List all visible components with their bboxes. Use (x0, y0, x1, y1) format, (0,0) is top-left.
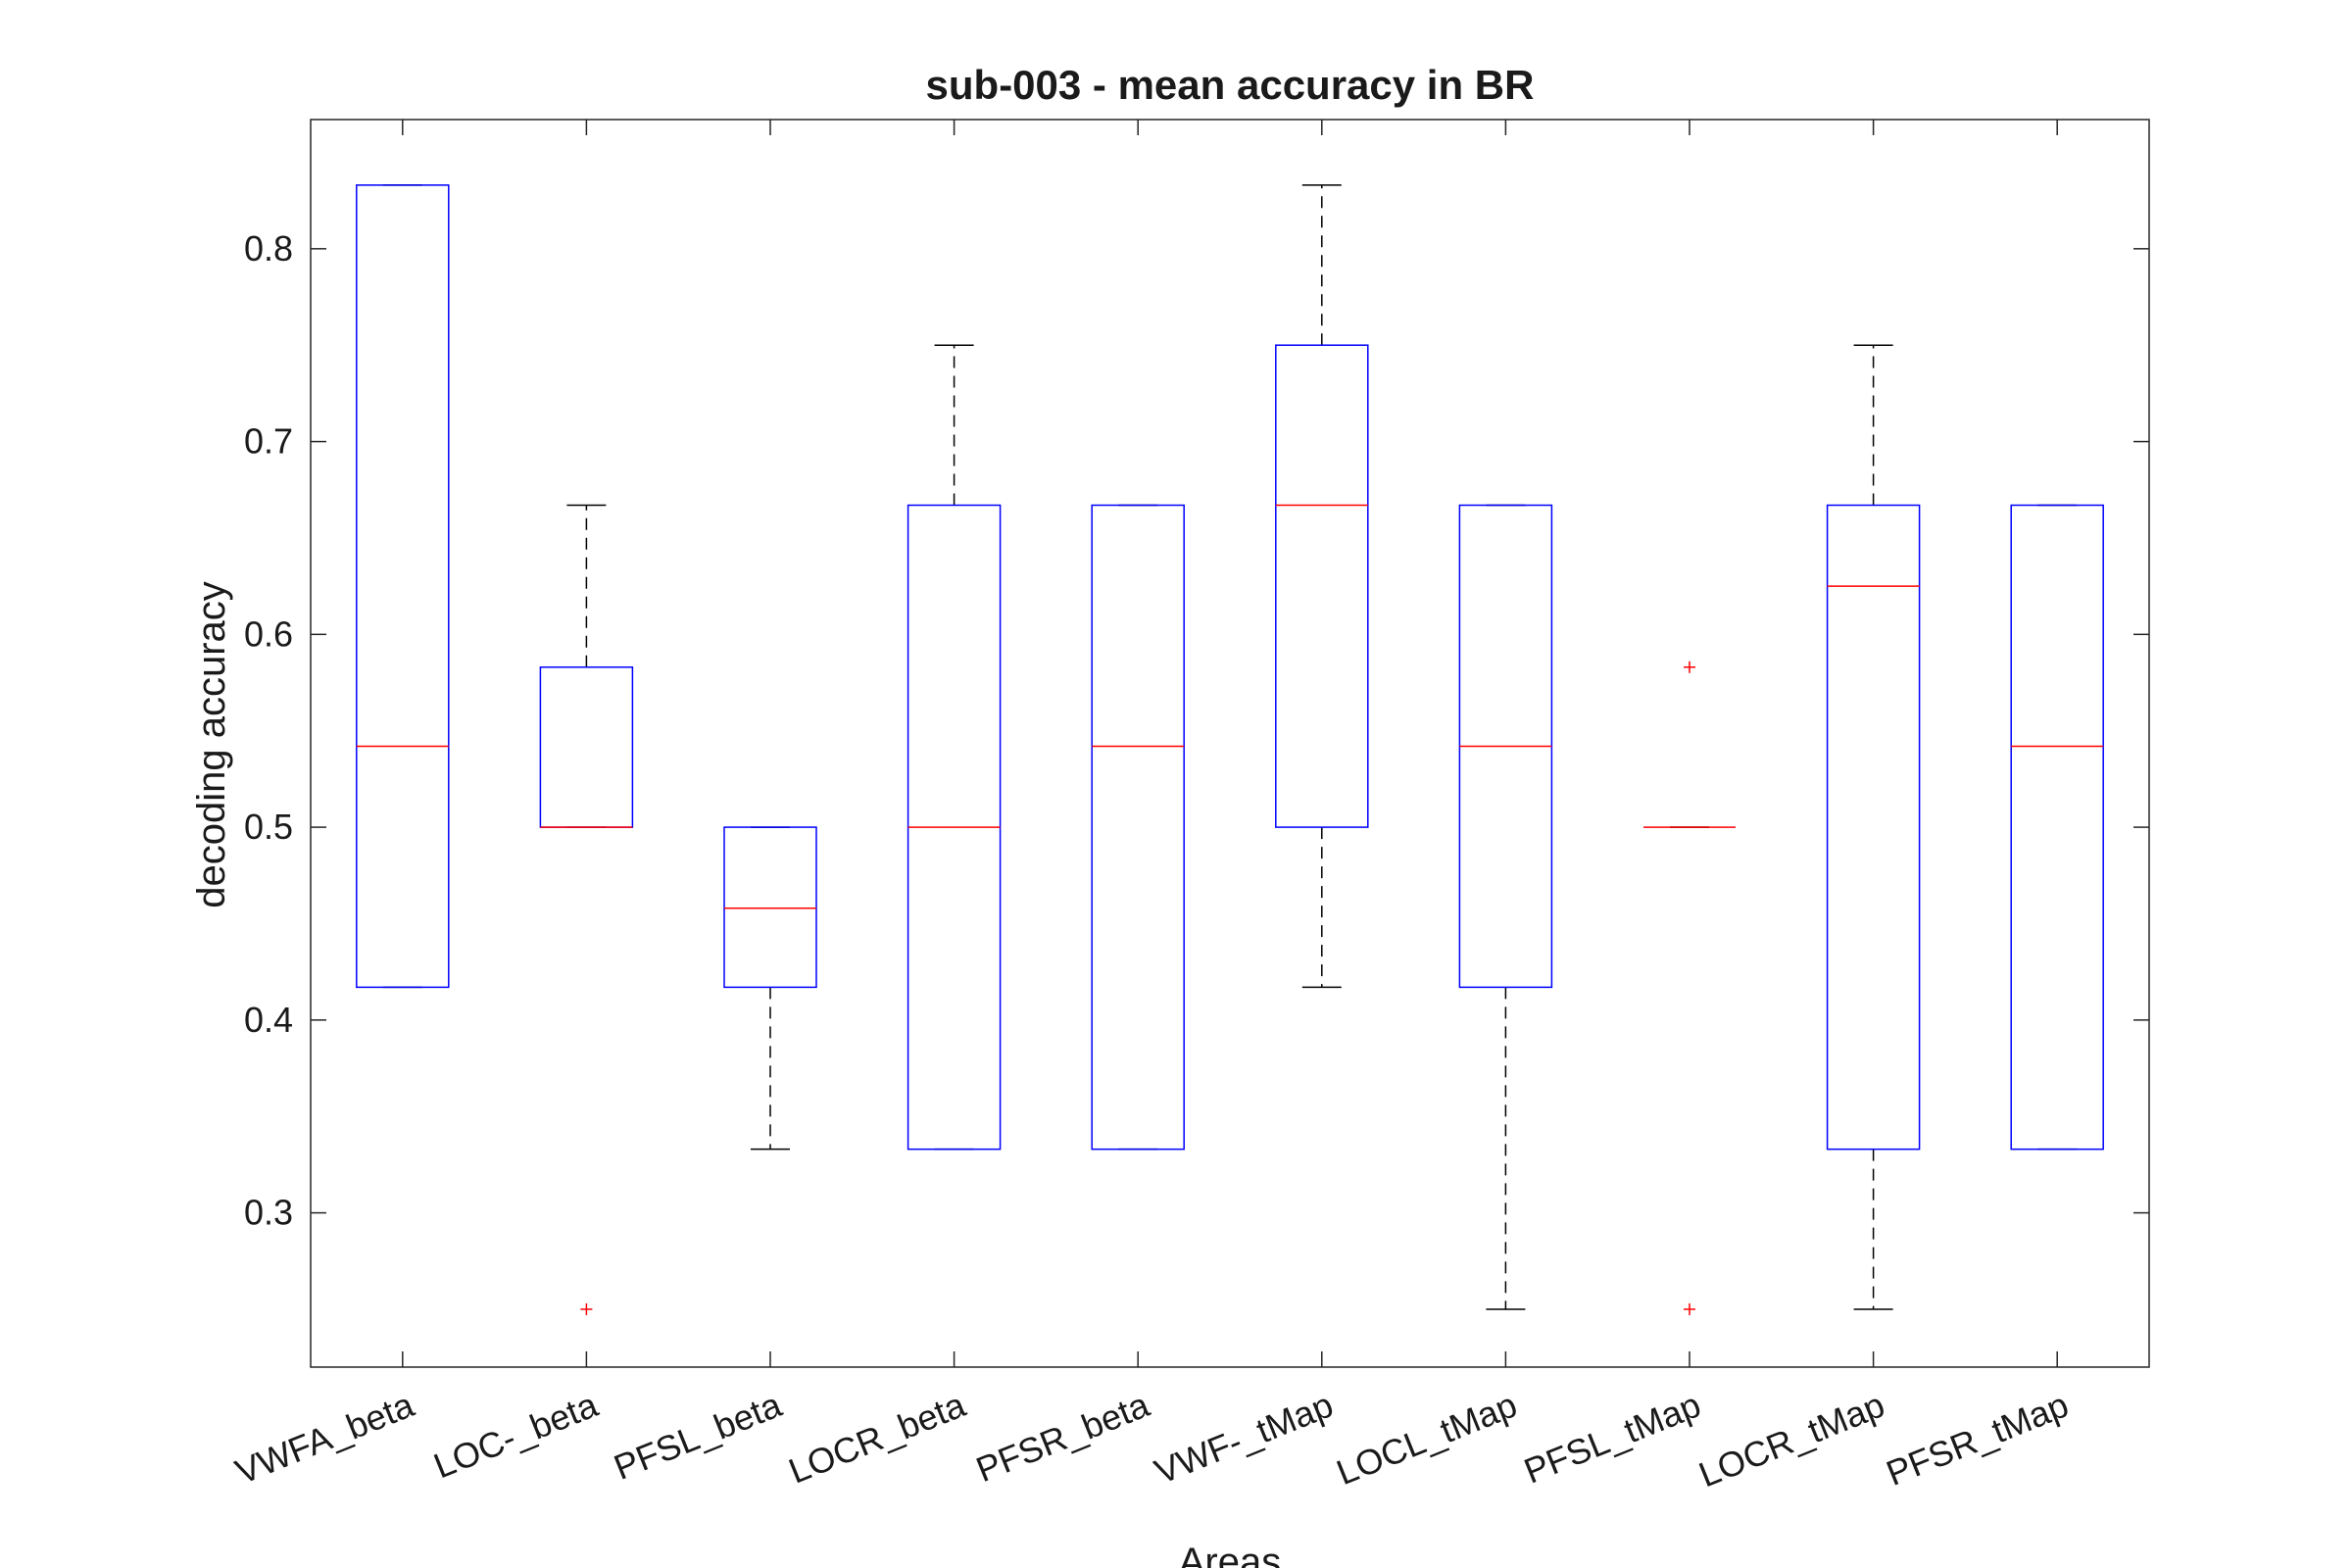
x-tick-label: LOCR_beta (783, 1384, 972, 1492)
iqr-box (1826, 504, 1921, 1151)
x-tick-label: VWF-_tMap (1149, 1384, 1338, 1492)
chart-title: sub-003 - mean accuracy in BR (926, 62, 1535, 108)
box-VWF-_tMap (1275, 184, 1369, 989)
y-tick-label: 0.7 (244, 421, 293, 462)
box-LOC-_beta (539, 504, 634, 1315)
x-tick-label: LOCR_tMap (1693, 1384, 1890, 1494)
x-tick-label: LOC-_beta (428, 1384, 605, 1486)
iqr-box (723, 826, 817, 989)
outlier-point (580, 1302, 593, 1315)
iqr-box (356, 184, 450, 989)
outlier-point (1684, 1302, 1695, 1315)
x-tick-label: VWFA_beta (229, 1384, 419, 1492)
box-LOCR_tMap (1826, 344, 1921, 1310)
y-tick-label: 0.6 (244, 613, 293, 654)
box-PFSL_tMap (1643, 661, 1736, 1315)
y-tick-label: 0.5 (244, 807, 293, 847)
outlier-point (1684, 661, 1695, 673)
x-tick-label: PFSR_tMap (1881, 1384, 2074, 1493)
box-LOCL_tMap (1458, 504, 1553, 1310)
y-axis-label: decoding accuracy (190, 581, 233, 908)
box-PFSR_tMap (2010, 504, 2104, 1151)
box-VWFA_beta (356, 184, 450, 989)
x-tick-label: PFSL_tMap (1518, 1384, 1706, 1491)
iqr-box (539, 666, 634, 828)
plot-area (356, 184, 2104, 1315)
box-PFSR_beta (1091, 504, 1185, 1151)
axes-frame (310, 119, 2150, 1368)
box-PFSL_beta (723, 826, 817, 1151)
iqr-box (1275, 344, 1369, 828)
x-tick-label: PFSR_beta (970, 1384, 1155, 1490)
x-axis-label: Areas (1179, 1541, 1282, 1568)
iqr-box (2010, 504, 2104, 1151)
y-tick-label: 0.4 (244, 1000, 293, 1040)
y-tick-label: 0.3 (244, 1193, 293, 1233)
box-LOCR_beta (906, 344, 1002, 1151)
x-tick-label: PFSL_beta (609, 1384, 788, 1488)
y-tick-label: 0.8 (244, 228, 293, 269)
y-axis: 0.3 0.4 0.5 0.6 0.7 0.8 (244, 228, 2149, 1233)
iqr-box (1091, 504, 1185, 1151)
x-tick-label: LOCL_tMap (1331, 1384, 1522, 1493)
